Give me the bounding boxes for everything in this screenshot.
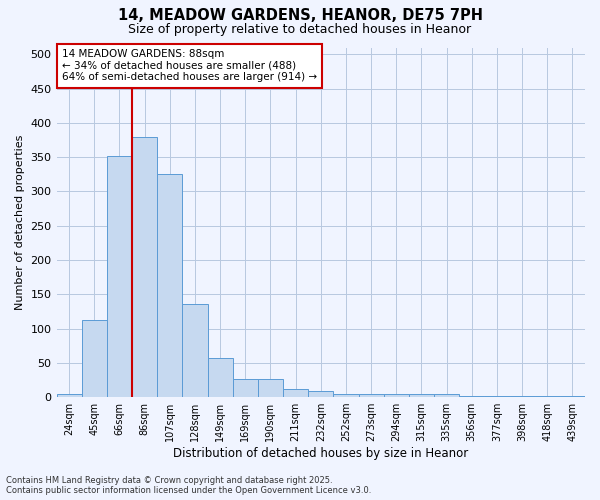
Bar: [56, 394, 82, 397]
Bar: [107, 156, 132, 397]
Bar: [535, 396, 560, 397]
X-axis label: Distribution of detached houses by size in Heanor: Distribution of detached houses by size …: [173, 447, 469, 460]
Text: Size of property relative to detached houses in Heanor: Size of property relative to detached ho…: [128, 22, 472, 36]
Bar: [157, 174, 182, 397]
Bar: [434, 394, 459, 397]
Bar: [359, 394, 383, 397]
Bar: [560, 396, 585, 397]
Bar: [82, 320, 107, 397]
Bar: [484, 396, 509, 397]
Bar: [383, 394, 409, 397]
Bar: [208, 358, 233, 397]
Bar: [233, 380, 258, 397]
Bar: [258, 380, 283, 397]
Text: 14 MEADOW GARDENS: 88sqm
← 34% of detached houses are smaller (488)
64% of semi-: 14 MEADOW GARDENS: 88sqm ← 34% of detach…: [62, 49, 317, 82]
Bar: [308, 391, 334, 397]
Y-axis label: Number of detached properties: Number of detached properties: [15, 134, 25, 310]
Bar: [409, 394, 434, 397]
Bar: [283, 389, 308, 397]
Bar: [182, 304, 208, 397]
Bar: [334, 394, 359, 397]
Bar: [509, 396, 535, 397]
Bar: [459, 396, 484, 397]
Bar: [132, 136, 157, 397]
Text: 14, MEADOW GARDENS, HEANOR, DE75 7PH: 14, MEADOW GARDENS, HEANOR, DE75 7PH: [118, 8, 482, 22]
Text: Contains HM Land Registry data © Crown copyright and database right 2025.
Contai: Contains HM Land Registry data © Crown c…: [6, 476, 371, 495]
